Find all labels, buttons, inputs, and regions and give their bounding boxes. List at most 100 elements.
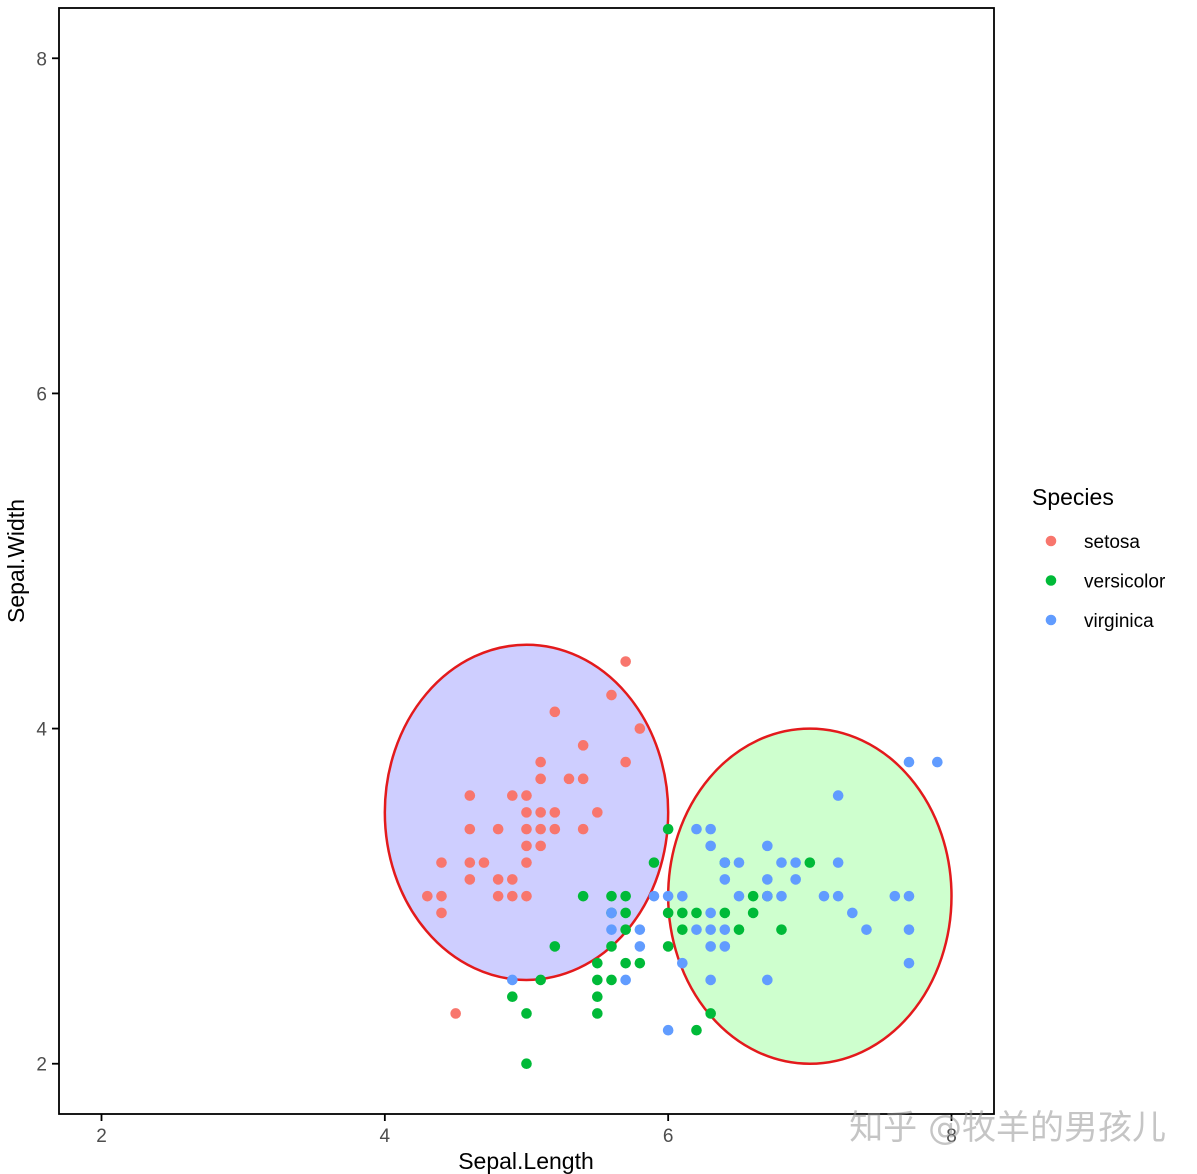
y-tick-label: 6 bbox=[36, 384, 47, 405]
data-point-virginica bbox=[762, 840, 773, 852]
data-point-setosa bbox=[521, 857, 532, 868]
watermark: 知乎 @牧羊的男孩儿 bbox=[849, 1108, 1166, 1148]
data-point-setosa bbox=[450, 1008, 461, 1019]
y-tick-label: 2 bbox=[36, 1055, 47, 1076]
data-point-virginica bbox=[818, 890, 830, 902]
data-point-setosa bbox=[521, 890, 532, 902]
data-point-virginica bbox=[790, 857, 801, 868]
data-point-virginica bbox=[705, 974, 716, 986]
data-point-versicolor bbox=[592, 957, 603, 969]
data-point-versicolor bbox=[620, 957, 631, 969]
data-point-versicolor bbox=[705, 1008, 716, 1019]
data-point-setosa bbox=[507, 790, 518, 801]
data-point-virginica bbox=[662, 890, 674, 902]
x-axis-title: Sepal.Length bbox=[458, 1148, 594, 1174]
data-point-virginica bbox=[762, 974, 773, 986]
data-point-versicolor bbox=[620, 924, 631, 935]
data-point-setosa bbox=[577, 823, 589, 835]
data-point-setosa bbox=[563, 773, 575, 785]
data-point-virginica bbox=[719, 924, 731, 935]
data-point-setosa bbox=[521, 823, 532, 835]
data-point-versicolor bbox=[592, 1008, 603, 1019]
data-point-versicolor bbox=[606, 941, 617, 952]
data-point-setosa bbox=[464, 790, 476, 801]
data-point-setosa bbox=[436, 857, 447, 868]
data-point-setosa bbox=[422, 890, 433, 902]
data-point-setosa bbox=[535, 840, 546, 852]
data-point-setosa bbox=[521, 790, 532, 801]
data-point-setosa bbox=[535, 807, 546, 818]
data-point-virginica bbox=[861, 924, 872, 935]
x-tick-label: 2 bbox=[96, 1126, 107, 1147]
data-point-setosa bbox=[492, 874, 504, 885]
data-point-setosa bbox=[436, 890, 447, 902]
data-point-setosa bbox=[549, 706, 561, 718]
data-point-versicolor bbox=[620, 907, 631, 919]
data-point-versicolor bbox=[733, 924, 745, 935]
data-point-virginica bbox=[606, 907, 617, 919]
data-point-setosa bbox=[535, 756, 546, 768]
data-point-versicolor bbox=[776, 924, 787, 935]
y-tick-label: 4 bbox=[36, 720, 47, 741]
data-point-versicolor bbox=[747, 907, 759, 919]
data-point-setosa bbox=[535, 773, 546, 785]
data-point-versicolor bbox=[648, 857, 660, 868]
data-point-virginica bbox=[790, 874, 801, 885]
data-point-setosa bbox=[464, 857, 476, 868]
data-point-virginica bbox=[832, 890, 844, 902]
y-axis-title: Sepal.Width bbox=[3, 499, 29, 623]
data-point-versicolor bbox=[592, 991, 603, 1002]
legend-title: Species bbox=[1032, 484, 1114, 510]
data-point-virginica bbox=[847, 907, 858, 919]
data-point-virginica bbox=[903, 890, 915, 902]
x-axis: 2 4 6 8 bbox=[96, 1114, 957, 1147]
data-point-virginica bbox=[677, 890, 688, 902]
data-point-setosa bbox=[577, 773, 589, 785]
data-point-virginica bbox=[691, 823, 702, 835]
data-point-setosa bbox=[436, 907, 447, 919]
y-axis: 2 4 6 8 bbox=[36, 49, 59, 1076]
plot-panel-border bbox=[58, 7, 995, 1115]
data-point-virginica bbox=[719, 857, 731, 868]
data-point-versicolor bbox=[691, 1024, 702, 1036]
data-point-versicolor bbox=[521, 1058, 532, 1070]
data-point-virginica bbox=[776, 857, 787, 868]
data-point-versicolor bbox=[677, 924, 688, 935]
data-point-virginica bbox=[762, 890, 773, 902]
data-point-virginica bbox=[762, 874, 773, 885]
x-tick-label: 6 bbox=[663, 1126, 674, 1147]
legend: Species setosa versicolor virginica bbox=[1032, 484, 1166, 632]
data-point-virginica bbox=[903, 957, 915, 969]
data-point-setosa bbox=[592, 807, 603, 818]
data-point-virginica bbox=[634, 924, 646, 935]
data-point-virginica bbox=[719, 874, 731, 885]
legend-label-virginica: virginica bbox=[1084, 611, 1154, 632]
data-point-setosa bbox=[464, 823, 476, 835]
data-point-setosa bbox=[492, 823, 504, 835]
data-point-versicolor bbox=[606, 890, 617, 902]
legend-label-versicolor: versicolor bbox=[1084, 572, 1166, 593]
data-point-versicolor bbox=[691, 907, 702, 919]
data-point-setosa bbox=[620, 656, 631, 667]
data-point-setosa bbox=[507, 874, 518, 885]
data-point-setosa bbox=[577, 740, 589, 751]
data-point-setosa bbox=[549, 823, 561, 835]
legend-key-setosa bbox=[1045, 535, 1057, 547]
data-point-versicolor bbox=[549, 941, 561, 952]
data-point-setosa bbox=[634, 723, 646, 734]
point-layer bbox=[422, 656, 943, 1070]
data-point-virginica bbox=[705, 907, 716, 919]
data-point-virginica bbox=[606, 924, 617, 935]
data-point-versicolor bbox=[662, 823, 674, 835]
data-point-virginica bbox=[776, 890, 787, 902]
x-tick-label: 8 bbox=[946, 1126, 957, 1147]
legend-entries: setosa versicolor virginica bbox=[1045, 532, 1166, 632]
data-point-virginica bbox=[733, 857, 745, 868]
data-point-setosa bbox=[464, 874, 476, 885]
legend-key-versicolor bbox=[1045, 575, 1057, 586]
data-point-versicolor bbox=[662, 941, 674, 952]
data-point-virginica bbox=[705, 823, 716, 835]
data-point-versicolor bbox=[606, 974, 617, 986]
data-point-versicolor bbox=[747, 890, 759, 902]
